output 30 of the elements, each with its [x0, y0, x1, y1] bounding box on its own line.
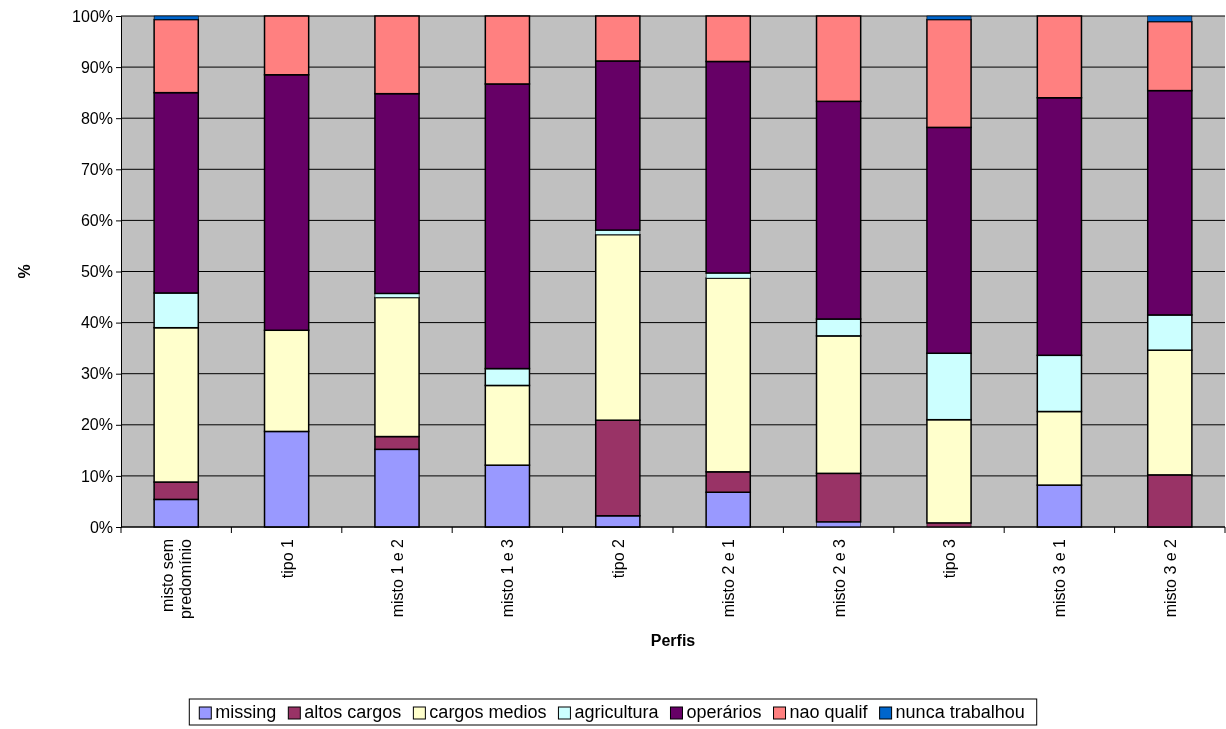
- x-axis-title: Perfis: [650, 632, 696, 649]
- y-tick-label: 10%: [80, 467, 113, 485]
- x-tick-label: misto 3 e 1: [1051, 538, 1069, 618]
- y-tick-label: 90%: [80, 58, 113, 76]
- y-tick-label: 60%: [80, 212, 113, 230]
- legend-label: missing: [215, 702, 277, 722]
- y-tick-label: 100%: [72, 7, 113, 25]
- legend-label: altos cargos: [304, 702, 402, 722]
- x-tick-label: misto 2 e 3: [830, 538, 848, 618]
- x-tick-label: tipo 2: [609, 538, 627, 579]
- legend-label: agricultura: [574, 702, 660, 722]
- y-tick-label: 40%: [80, 314, 113, 332]
- y-tick-label: 80%: [80, 109, 113, 127]
- legend-label: nao qualif: [789, 702, 869, 722]
- y-tick-label: 0%: [89, 518, 113, 536]
- x-tick-label: misto 3 e 2: [1161, 538, 1179, 618]
- y-tick-label: 70%: [80, 160, 113, 178]
- y-tick-label: 30%: [80, 365, 113, 383]
- x-tick-label: misto sem predomínio: [159, 538, 195, 620]
- x-tick-label: tipo 1: [278, 538, 296, 579]
- x-tick-label: misto 1 e 2: [389, 538, 406, 618]
- legend-label: cargos medios: [429, 702, 547, 722]
- x-tick-label: misto 2 e 1: [720, 538, 738, 618]
- x-tick-label: misto 1 e 3: [499, 538, 517, 618]
- x-tick-label: tipo 3: [941, 538, 958, 579]
- y-tick-label: 20%: [80, 416, 113, 434]
- legend-label: nunca trabalhou: [895, 702, 1025, 722]
- y-axis-title: %: [16, 264, 33, 279]
- y-tick-label: 50%: [80, 263, 113, 281]
- legend-label: operários: [686, 702, 762, 722]
